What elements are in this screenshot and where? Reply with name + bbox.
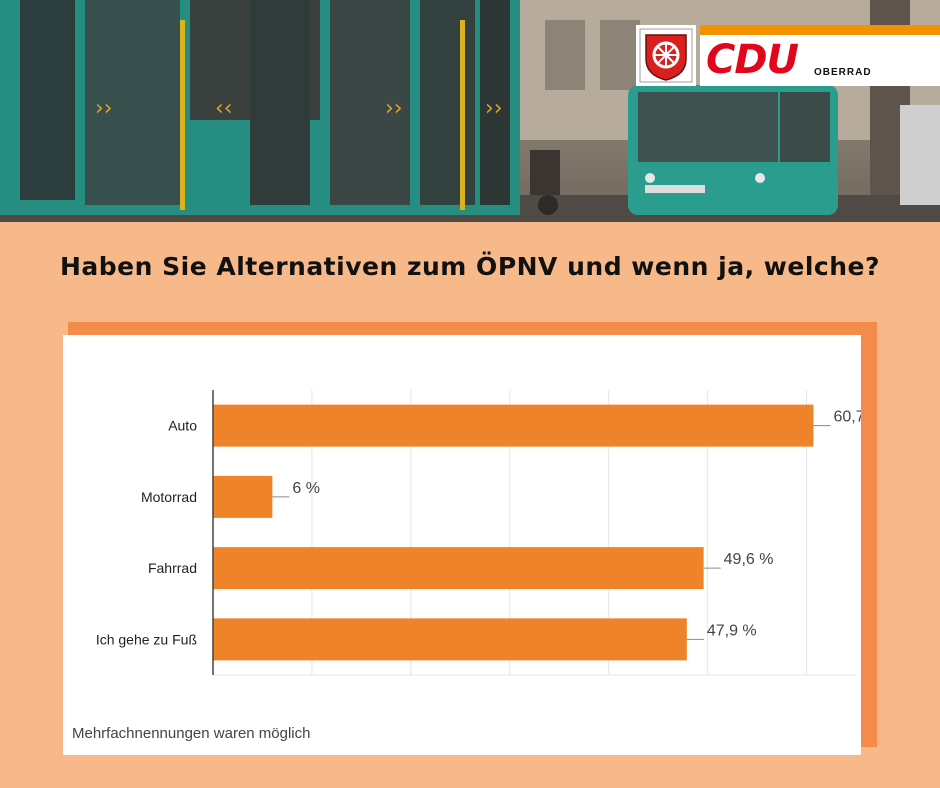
svg-text:‹‹: ‹‹: [215, 96, 233, 121]
category-label: Ich gehe zu Fuß: [96, 631, 197, 647]
svg-text:››: ››: [485, 96, 503, 121]
footnote: Mehrfachnennungen waren möglich: [72, 725, 311, 742]
bar-3: [213, 618, 687, 661]
category-label: Motorrad: [141, 489, 197, 505]
page-title: Haben Sie Alternativen zum ÖPNV und wenn…: [59, 252, 880, 281]
bar-0: [213, 404, 814, 447]
brand-subtitle: OBERRAD: [814, 67, 872, 78]
data-label: 60,7 %: [833, 409, 861, 426]
svg-text:››: ››: [95, 96, 113, 121]
svg-text:››: ››: [385, 96, 403, 121]
category-label: Fahrrad: [148, 560, 197, 576]
data-label: 47,9 %: [707, 622, 757, 639]
brand-wordmark: CDU: [706, 37, 799, 83]
logo: CDU OBERRAD: [636, 25, 940, 86]
frankfurt-crest-icon: [636, 25, 696, 86]
chart-card: Auto 60,7 % Motorrad 6 % Fahrrad 49,6 % Ich ge…: [63, 335, 861, 755]
brand-box: [700, 25, 940, 86]
bar-1: [213, 475, 273, 518]
brand-stripe: [700, 25, 940, 35]
data-label: 49,6 %: [724, 551, 774, 568]
bar-chart: Auto 60,7 % Motorrad 6 % Fahrrad 49,6 % Ich ge…: [96, 390, 861, 676]
data-label: 6 %: [292, 480, 320, 497]
bar-2: [213, 547, 704, 590]
category-label: Auto: [168, 418, 197, 434]
